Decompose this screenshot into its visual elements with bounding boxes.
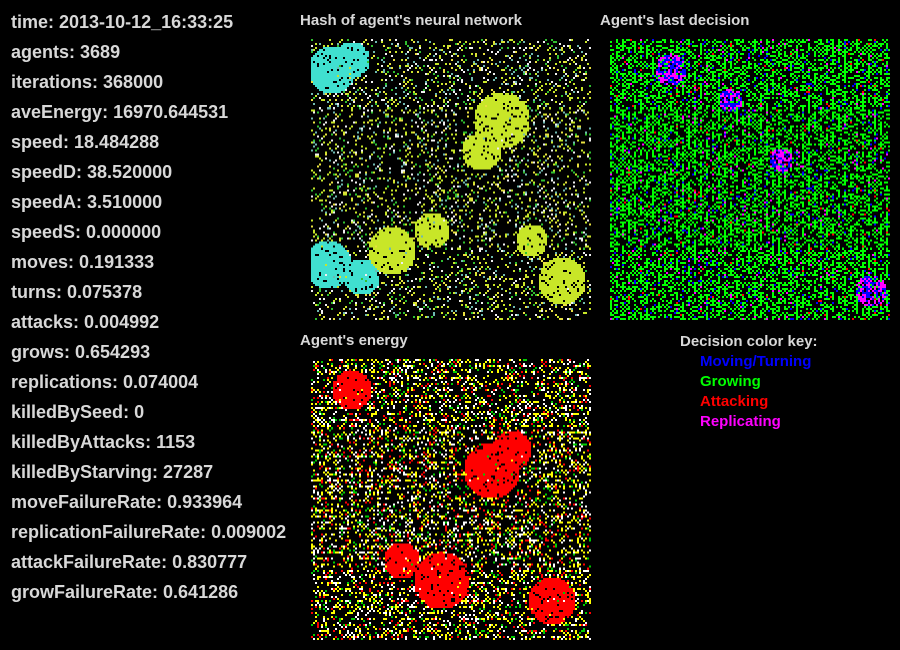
stat-value: 27287 xyxy=(163,462,214,482)
key-item-moving-turning: Moving/Turning xyxy=(700,353,812,370)
stat-label: attackFailureRate xyxy=(11,552,162,572)
energy-panel-title: Agent's energy xyxy=(300,332,408,349)
stat-value: 0.075378 xyxy=(67,282,143,302)
stat-value: 368000 xyxy=(103,72,164,92)
stat-growFailureRate: growFailureRate: 0.641286 xyxy=(11,582,239,602)
stat-replicationFailureRate: replicationFailureRate: 0.009002 xyxy=(11,522,287,542)
stat-label: speedD xyxy=(11,162,77,182)
energy-map xyxy=(311,359,591,640)
stat-speedS: speedS: 0.000000 xyxy=(11,222,162,242)
stat-label: growFailureRate xyxy=(11,582,153,602)
decision-color-key: Decision color key: Moving/Turning Growin… xyxy=(680,333,818,433)
last-decision-map xyxy=(610,39,890,320)
stat-turns: turns: 0.075378 xyxy=(11,282,143,302)
stat-attackFailureRate: attackFailureRate: 0.830777 xyxy=(11,552,248,572)
stat-value: 0.009002 xyxy=(211,522,287,542)
stat-label: moves xyxy=(11,252,69,272)
stat-value: 0.641286 xyxy=(163,582,239,602)
stat-speedD: speedD: 38.520000 xyxy=(11,162,173,182)
stat-killedBySeed: killedBySeed: 0 xyxy=(11,402,145,422)
stat-speed: speed: 18.484288 xyxy=(11,132,160,152)
stat-value: 0.933964 xyxy=(167,492,243,512)
stat-value: 0.830777 xyxy=(172,552,248,572)
stat-label: turns xyxy=(11,282,56,302)
stat-killedByStarving: killedByStarving: 27287 xyxy=(11,462,214,482)
stats-list: time: 2013-10-12_16:33:25 agents: 3689 ite… xyxy=(11,9,286,609)
stat-label: speed xyxy=(11,132,64,152)
stat-moveFailureRate: moveFailureRate: 0.933964 xyxy=(11,492,243,512)
stat-label: attacks xyxy=(11,312,74,332)
stat-grows: grows: 0.654293 xyxy=(11,342,151,362)
stat-value: 2013-10-12_16:33:25 xyxy=(59,12,234,32)
stat-label: agents xyxy=(11,42,70,62)
stat-label: killedBySeed xyxy=(11,402,124,422)
stat-value: 0.074004 xyxy=(123,372,199,392)
stat-moves: moves: 0.191333 xyxy=(11,252,155,272)
stat-label: killedByAttacks xyxy=(11,432,146,452)
stat-value: 1153 xyxy=(156,432,196,452)
key-title: Decision color key: xyxy=(680,333,818,350)
stat-label: killedByStarving xyxy=(11,462,153,482)
stat-iterations: iterations: 368000 xyxy=(11,72,164,92)
stat-label: replicationFailureRate xyxy=(11,522,201,542)
stat-label: aveEnergy xyxy=(11,102,103,122)
stat-label: iterations xyxy=(11,72,93,92)
stat-value: 3689 xyxy=(80,42,121,62)
stat-aveEnergy: aveEnergy: 16970.644531 xyxy=(11,102,229,122)
stat-killedByAttacks: killedByAttacks: 1153 xyxy=(11,432,196,452)
stat-time: time: 2013-10-12_16:33:25 xyxy=(11,12,234,32)
stat-value: 3.510000 xyxy=(87,192,163,212)
stat-value: 16970.644531 xyxy=(113,102,229,122)
stat-label: time xyxy=(11,12,49,32)
stat-agents: agents: 3689 xyxy=(11,42,121,62)
stat-speedA: speedA: 3.510000 xyxy=(11,192,163,212)
neural-hash-map xyxy=(311,39,591,320)
stat-value: 0.000000 xyxy=(86,222,162,242)
stat-value: 0.004992 xyxy=(84,312,160,332)
decision-panel-title: Agent's last decision xyxy=(600,12,750,29)
stat-value: 0.191333 xyxy=(79,252,155,272)
stat-value: 38.520000 xyxy=(87,162,173,182)
key-item-replicating: Replicating xyxy=(700,413,781,430)
key-item-growing: Growing xyxy=(700,373,761,390)
stat-label: replications xyxy=(11,372,113,392)
stat-value: 0 xyxy=(134,402,145,422)
stat-value: 0.654293 xyxy=(75,342,151,362)
stat-label: speedS xyxy=(11,222,76,242)
stat-label: grows xyxy=(11,342,65,362)
stat-value: 18.484288 xyxy=(74,132,160,152)
hash-panel-title: Hash of agent's neural network xyxy=(300,12,522,29)
stat-attacks: attacks: 0.004992 xyxy=(11,312,160,332)
stat-replications: replications: 0.074004 xyxy=(11,372,199,392)
key-item-attacking: Attacking xyxy=(700,393,769,410)
stat-label: moveFailureRate xyxy=(11,492,157,512)
stat-label: speedA xyxy=(11,192,77,212)
